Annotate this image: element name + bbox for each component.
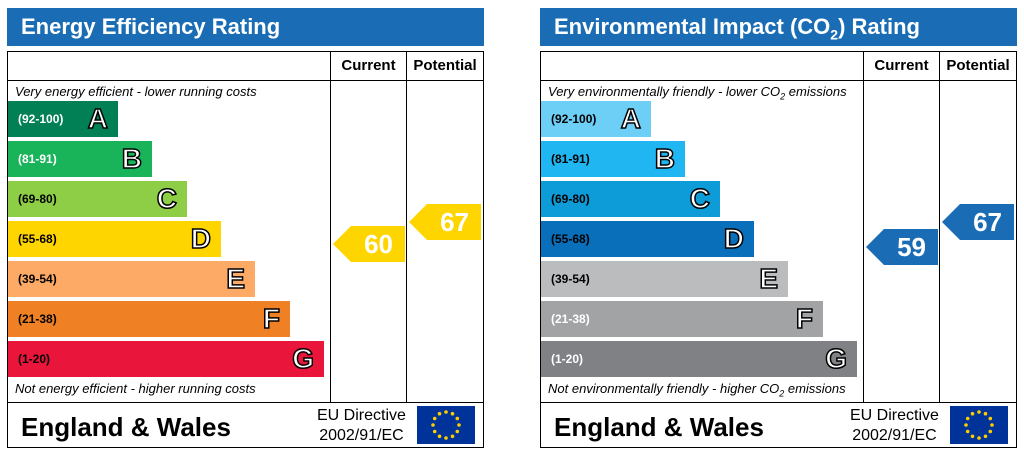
rating-band-a: (92-100) A: [8, 101, 118, 137]
column-header-potential: Potential: [413, 57, 477, 74]
band-letter: E: [226, 262, 246, 295]
potential-rating-arrow: 67: [409, 204, 481, 240]
rating-band-a: (92-100) A: [541, 101, 651, 137]
bottom-note: Not energy efficient - higher running co…: [15, 381, 256, 396]
rating-band-c: (69-80) C: [541, 181, 720, 217]
directive-line1: EU Directive: [850, 407, 939, 424]
rating-band-b: (81-91) B: [541, 141, 685, 177]
potential-rating-value: 67: [973, 207, 1002, 237]
column-header-potential: Potential: [946, 57, 1010, 74]
chart-title: Environmental Impact (CO2) Rating: [540, 8, 1017, 46]
column-header-current: Current: [341, 57, 396, 74]
title-end: ) Rating: [838, 14, 920, 39]
current-rating-value: 60: [364, 229, 393, 259]
band-letter: F: [262, 302, 281, 335]
energy-efficiency-chart: Energy Efficiency Rating Current Potenti…: [7, 8, 484, 448]
band-letter: A: [620, 102, 642, 135]
arrow-shape: [333, 226, 405, 262]
band-range: (1-20): [18, 352, 51, 366]
divider: [939, 51, 940, 402]
arrow-shape: [866, 229, 938, 265]
directive-line2: 2002/91/EC: [319, 427, 404, 444]
band-letter: D: [723, 222, 745, 255]
top-note-main: Very environmentally friendly - lower CO: [548, 84, 781, 99]
band-letter: F: [795, 302, 814, 335]
band-letter: D: [190, 222, 212, 255]
band-range: (69-80): [18, 192, 57, 206]
bottom-note: Not environmentally friendly - higher CO…: [548, 381, 846, 399]
directive-line2: 2002/91/EC: [852, 427, 937, 444]
band-letter: G: [824, 342, 847, 375]
column-header-current: Current: [874, 57, 929, 74]
band-range: (55-68): [551, 232, 590, 246]
arrow-shape: [942, 204, 1014, 240]
rating-band-d: (55-68) D: [8, 221, 221, 257]
band-range: (81-91): [551, 152, 590, 166]
bottom-note-sub: 2: [779, 388, 785, 399]
divider: [540, 402, 1017, 403]
bottom-note-end: emissions: [784, 381, 846, 396]
band-range: (55-68): [18, 232, 57, 246]
top-note-sub: 2: [780, 91, 786, 102]
band-range: (92-100): [551, 112, 597, 126]
current-rating-arrow: 59: [866, 229, 938, 265]
title-sub: 2: [830, 26, 839, 43]
divider: [406, 51, 407, 402]
potential-rating-value: 67: [440, 207, 469, 237]
divider: [540, 80, 1017, 81]
band-range: (69-80): [551, 192, 590, 206]
current-rating-value: 59: [897, 232, 926, 262]
rating-band-d: (55-68) D: [541, 221, 754, 257]
divider: [863, 51, 864, 402]
band-letter: C: [689, 182, 711, 215]
eu-flag-icon: [950, 406, 1008, 444]
band-range: (21-38): [551, 312, 590, 326]
rating-band-c: (69-80) C: [8, 181, 187, 217]
directive-line1: EU Directive: [317, 407, 406, 424]
divider: [330, 51, 331, 402]
band-range: (1-20): [551, 352, 584, 366]
chart-frame: [540, 51, 1017, 448]
band-letter: A: [87, 102, 109, 135]
band-range: (81-91): [18, 152, 57, 166]
environmental-impact-chart: Environmental Impact (CO2) Rating Curren…: [540, 8, 1017, 448]
rating-band-f: (21-38) F: [8, 301, 290, 337]
divider: [7, 80, 484, 81]
chart-title: Energy Efficiency Rating: [7, 8, 484, 46]
band-range: (39-54): [551, 272, 590, 286]
rating-band-f: (21-38) F: [541, 301, 823, 337]
band-range: (92-100): [18, 112, 64, 126]
rating-band-b: (81-91) B: [8, 141, 152, 177]
region-label: England & Wales: [554, 412, 764, 442]
rating-band-e: (39-54) E: [8, 261, 255, 297]
top-note-end: emissions: [785, 84, 847, 99]
current-rating-arrow: 60: [333, 226, 405, 262]
band-range: (39-54): [18, 272, 57, 286]
eu-flag-icon: [417, 406, 475, 444]
divider: [7, 402, 484, 403]
rating-band-e: (39-54) E: [541, 261, 788, 297]
band-letter: C: [156, 182, 178, 215]
top-note: Very environmentally friendly - lower CO…: [548, 84, 847, 102]
band-letter: G: [291, 342, 314, 375]
band-range: (21-38): [18, 312, 57, 326]
eu-directive: EU Directive 2002/91/EC: [317, 406, 406, 446]
band-letter: E: [759, 262, 779, 295]
top-note: Very energy efficient - lower running co…: [15, 84, 257, 99]
rating-band-g: (1-20) G: [541, 341, 857, 377]
arrow-shape: [409, 204, 481, 240]
region-label: England & Wales: [21, 412, 231, 442]
rating-band-g: (1-20) G: [8, 341, 324, 377]
bottom-note-main: Not environmentally friendly - higher CO: [548, 381, 780, 396]
eu-directive: EU Directive 2002/91/EC: [850, 406, 939, 446]
potential-rating-arrow: 67: [942, 204, 1014, 240]
band-letter: B: [654, 142, 676, 175]
band-letter: B: [121, 142, 143, 175]
title-main: Environmental Impact (CO: [554, 14, 831, 39]
chart-frame: [7, 51, 484, 448]
